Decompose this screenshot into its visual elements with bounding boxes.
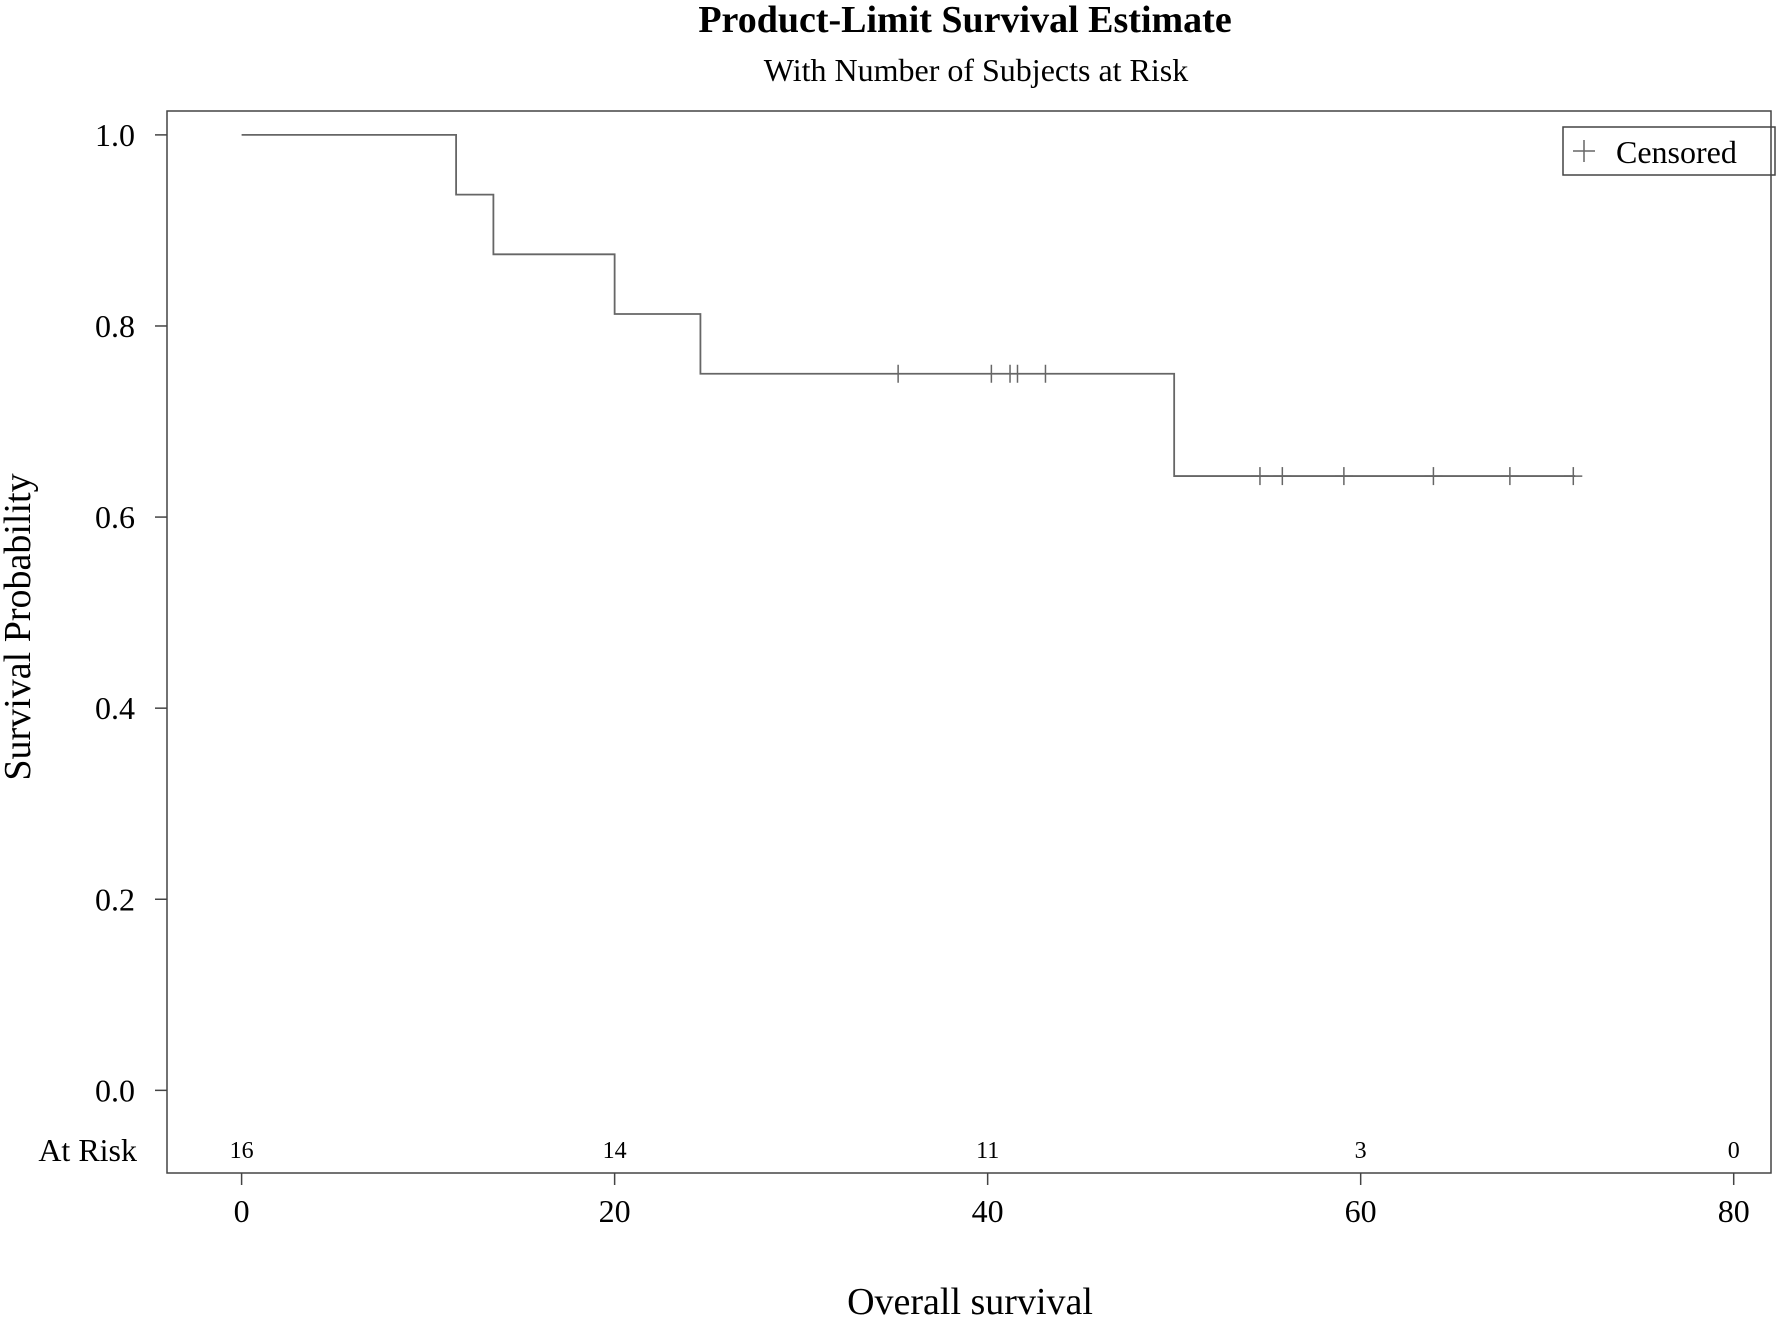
censor-mark [1424,467,1443,486]
censor-layer [889,364,1583,486]
x-axis: 0 20 40 60 80 [234,1173,1750,1229]
y-tick-label: 0.8 [95,308,135,344]
censor-mark [1500,467,1519,486]
y-tick-label: 0.0 [95,1072,135,1108]
chart-title: Product-Limit Survival Estimate [698,0,1231,41]
y-tick-label: 0.4 [95,690,135,726]
censor-mark [1250,467,1269,486]
y-tick-label: 0.6 [95,499,135,535]
y-axis-title: Survival Probability [0,473,39,780]
at-risk-count: 14 [603,1138,627,1164]
y-tick-label: 0.2 [95,881,135,917]
at-risk-count: 0 [1728,1138,1740,1164]
legend-box [1562,126,1776,176]
at-risk-count: 3 [1355,1138,1367,1164]
censor-mark [1564,467,1583,486]
survival-curve [241,133,1576,477]
at-risk-count: 16 [230,1138,254,1164]
censor-mark [1036,364,1055,383]
x-tick-label: 60 [1345,1193,1377,1229]
at-risk-row: At Risk 16 14 11 3 0 [38,1132,1739,1168]
x-axis-title: Overall survival [847,1281,1093,1318]
x-tick-label: 80 [1718,1193,1750,1229]
plot-frame [166,110,1772,1174]
at-risk-count: 11 [976,1138,999,1164]
x-tick-label: 40 [972,1193,1004,1229]
y-tick-label: 1.0 [95,117,135,153]
chart-subtitle: With Number of Subjects at Risk [764,52,1188,88]
censor-mark [982,364,1001,383]
x-tick-label: 0 [234,1193,250,1229]
y-axis: 0.0 0.2 0.4 0.6 0.8 1.0 [95,117,167,1108]
x-tick-label: 20 [599,1193,631,1229]
censor-mark [1008,364,1027,383]
legend: Censored [1562,126,1776,176]
censor-mark [1334,467,1353,486]
legend-label-censored: Censored [1616,134,1737,170]
at-risk-label: At Risk [38,1132,137,1168]
censor-mark [889,364,908,383]
series-layer [241,133,1576,477]
censor-mark [1273,467,1292,486]
